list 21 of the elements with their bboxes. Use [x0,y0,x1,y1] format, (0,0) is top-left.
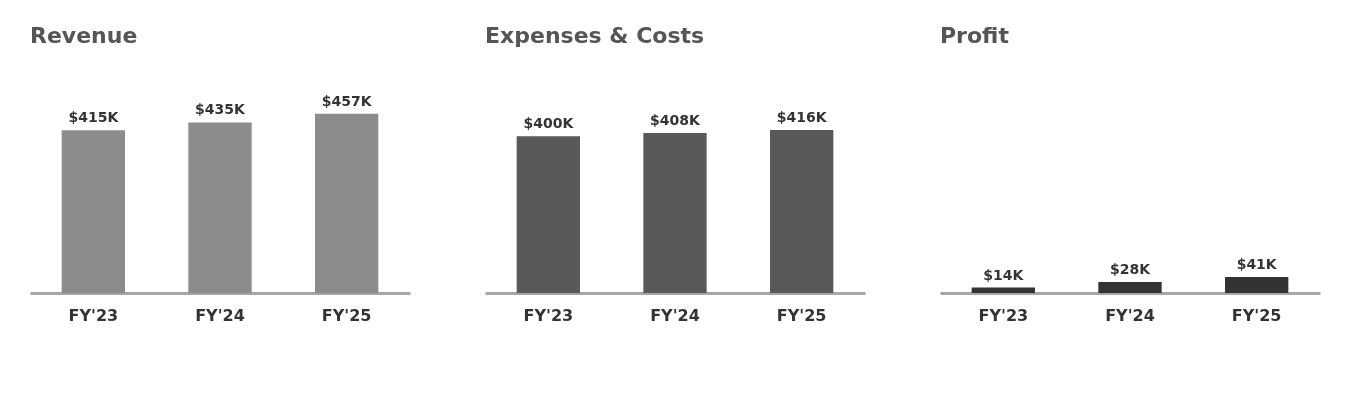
x-tick-label: FY'25 [321,305,372,325]
data-label: $435K [195,101,247,118]
x-tick-label: FY'24 [1105,305,1155,325]
data-label: $416K [776,108,828,125]
chart-title: Expenses & Costs [485,23,705,48]
x-tick-label: FY'25 [776,305,827,325]
x-tick-label: FY'24 [650,305,700,325]
data-label: $408K [650,112,702,129]
data-label: $28K [1109,261,1152,278]
x-tick-label: FY'23 [523,305,574,325]
chart-title: Revenue [30,23,138,48]
data-label: $415K [68,109,120,126]
data-label: $400K [523,115,575,132]
data-label: $41K [1236,255,1278,272]
data-label: $14K [983,266,1025,283]
data-label: $457K [321,92,373,109]
x-tick-label: FY'24 [195,305,245,325]
x-tick-label: FY'25 [1231,305,1282,325]
x-tick-label: FY'23 [68,305,119,325]
chart-title: Profit [940,23,1010,48]
x-tick-label: FY'23 [978,305,1029,325]
